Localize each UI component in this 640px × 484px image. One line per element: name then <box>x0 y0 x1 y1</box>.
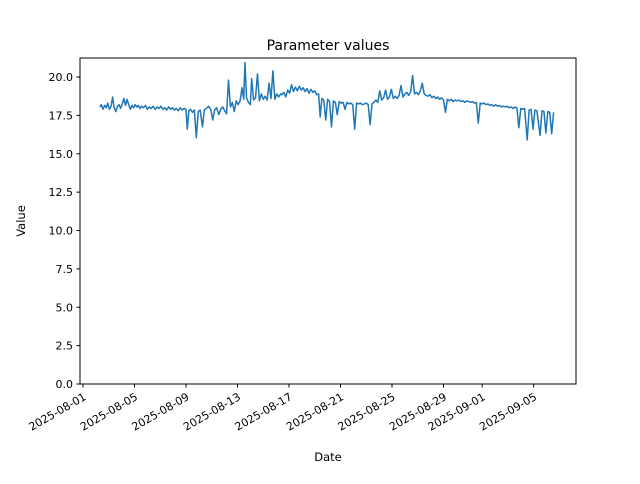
y-tick-label: 0.0 <box>56 378 74 391</box>
x-tick-label: 2025-08-25 <box>336 390 398 433</box>
plot-border <box>79 57 577 385</box>
y-tick-label: 7.5 <box>56 263 74 276</box>
y-tick-label: 10.0 <box>49 225 74 238</box>
x-axis-ticks: 2025-08-012025-08-052025-08-092025-08-13… <box>27 384 539 434</box>
y-tick-label: 15.0 <box>49 148 74 161</box>
x-tick-label: 2025-08-21 <box>284 390 346 433</box>
x-tick-label: 2025-08-01 <box>27 390 89 433</box>
x-tick-label: 2025-08-17 <box>233 390 295 433</box>
x-tick-label: 2025-08-13 <box>181 390 243 433</box>
x-tick-label: 2025-08-09 <box>130 390 192 433</box>
y-tick-label: 12.5 <box>49 186 74 199</box>
chart-title: Parameter values <box>267 38 390 54</box>
y-axis-ticks: 0.0 2.5 5.0 7.5 10.0 12.5 15.0 17.5 20.0 <box>49 71 80 391</box>
data-line-series <box>99 61 555 141</box>
y-tick-label: 17.5 <box>49 109 74 122</box>
x-tick-label: 2025-09-05 <box>477 390 539 433</box>
y-axis-label: Value <box>14 205 28 237</box>
x-axis-label: Date <box>314 450 342 464</box>
y-tick-label: 5.0 <box>56 301 74 314</box>
y-tick-label: 20.0 <box>49 71 74 84</box>
x-tick-label: 2025-08-05 <box>78 390 140 433</box>
y-tick-label: 2.5 <box>56 340 74 353</box>
